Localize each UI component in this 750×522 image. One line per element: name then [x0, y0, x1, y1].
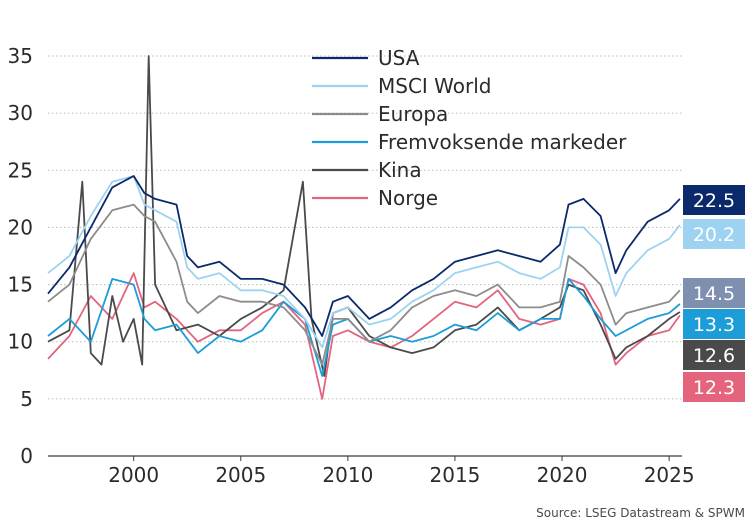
- legend-label-europa: Europa: [378, 102, 448, 126]
- y-tick-label-25: 25: [8, 158, 33, 182]
- gridlines: [48, 55, 682, 457]
- y-axis-ticks: 0 5 10 15 20 25 30 35: [8, 44, 33, 468]
- end-label-kina: 12.6: [693, 345, 735, 367]
- end-label-msci-world: 20.2: [693, 224, 735, 246]
- legend-label-norge: Norge: [378, 186, 438, 210]
- end-value-labels: 22.5 20.2 14.5 13.3 12.6 12.3: [683, 185, 745, 402]
- series-line-kina: [47, 55, 681, 377]
- end-label-norge: 12.3: [693, 377, 735, 399]
- legend-label-msci-world: MSCI World: [378, 74, 492, 98]
- legend-label-kina: Kina: [378, 158, 422, 182]
- y-tick-label-5: 5: [20, 387, 33, 411]
- x-tick-label-2010: 2010: [322, 463, 373, 487]
- series-line-usa: [47, 175, 681, 337]
- y-tick-label-35: 35: [8, 44, 33, 68]
- series-line-europa: [47, 203, 681, 366]
- source-note: Source: LSEG Datastream & SPWM: [536, 506, 745, 520]
- y-tick-label-0: 0: [20, 444, 33, 468]
- end-label-europa: 14.5: [693, 283, 735, 305]
- y-tick-label-10: 10: [8, 330, 33, 354]
- x-axis-ticks: 2000 2005 2010 2015 2020 2025: [108, 456, 695, 487]
- x-tick-label-2005: 2005: [215, 463, 266, 487]
- x-tick-label-2020: 2020: [537, 463, 588, 487]
- end-label-box-fremvoksende-markeder: [683, 309, 745, 339]
- end-label-box-kina: [683, 340, 745, 370]
- end-label-usa: 22.5: [693, 190, 735, 212]
- x-tick-label-2000: 2000: [108, 463, 159, 487]
- end-label-box-usa: [683, 185, 745, 215]
- x-tick-label-2025: 2025: [644, 463, 695, 487]
- legend-label-fremvoksende-markeder: Fremvoksende markeder: [378, 130, 627, 154]
- legend: USA MSCI World Europa Fremvoksende markeder…: [312, 46, 627, 210]
- y-tick-label-20: 20: [8, 215, 33, 239]
- end-label-box-europa: [683, 278, 745, 308]
- x-tick-label-2015: 2015: [430, 463, 481, 487]
- end-label-box-msci-world: [683, 219, 745, 249]
- y-tick-label-15: 15: [8, 273, 33, 297]
- y-tick-label-30: 30: [8, 101, 33, 125]
- series-lines: [47, 55, 681, 400]
- end-label-fremvoksende-markeder: 13.3: [693, 314, 735, 336]
- end-label-box-norge: [683, 372, 745, 402]
- series-line-msci-world: [47, 175, 681, 349]
- legend-label-usa: USA: [378, 46, 420, 70]
